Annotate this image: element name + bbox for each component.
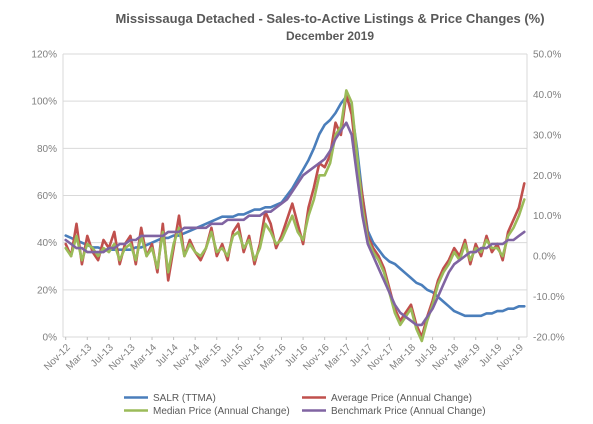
series-lines (64, 89, 526, 343)
left-tick-label: 100% (31, 97, 57, 108)
legend-item: SALR (TTMA) (124, 393, 216, 404)
right-tick-label: 30.0% (533, 130, 561, 141)
right-tick-label: -10.0% (533, 292, 565, 303)
legend-label: Average Price (Annual Change) (331, 393, 472, 404)
right-y-axis: -20.0% -10.0% 0.0% 10.0% 20.0% 30.0% 40.0% 50.0… (533, 50, 565, 344)
legend-label: SALR (TTMA) (153, 393, 216, 404)
left-tick-label: 0% (43, 333, 58, 344)
left-tick-label: 20% (37, 285, 57, 296)
legend-item: Median Price (Annual Change) (124, 406, 290, 417)
right-tick-label: 20.0% (533, 171, 561, 182)
left-tick-label: 40% (37, 238, 57, 249)
series-line-benchmark-price-annual-change (64, 121, 526, 327)
left-y-axis: 0% 20% 40% 60% 80% 100% 120% (31, 50, 57, 344)
series-line-average-price-annual-change (64, 93, 526, 339)
left-tick-label: 80% (37, 144, 57, 155)
left-tick-label: 60% (37, 191, 57, 202)
legend-item: Benchmark Price (Annual Change) (302, 406, 486, 417)
legend: SALR (TTMA) Average Price (Annual Change)… (124, 393, 486, 417)
left-tick-label: 120% (31, 50, 57, 61)
chart-title: Mississauga Detached - Sales-to-Active L… (115, 11, 544, 26)
series-line-salr-ttma (64, 95, 526, 318)
right-tick-label: 0.0% (533, 252, 556, 263)
chart-subtitle: December 2019 (286, 29, 374, 43)
right-tick-label: 10.0% (533, 211, 561, 222)
right-tick-label: -20.0% (533, 333, 565, 344)
legend-item: Average Price (Annual Change) (302, 393, 472, 404)
legend-label: Median Price (Annual Change) (153, 406, 290, 417)
legend-label: Benchmark Price (Annual Change) (331, 406, 486, 417)
right-tick-label: 50.0% (533, 50, 561, 61)
series-line-median-price-annual-change (64, 89, 526, 343)
right-tick-label: 40.0% (533, 90, 561, 101)
